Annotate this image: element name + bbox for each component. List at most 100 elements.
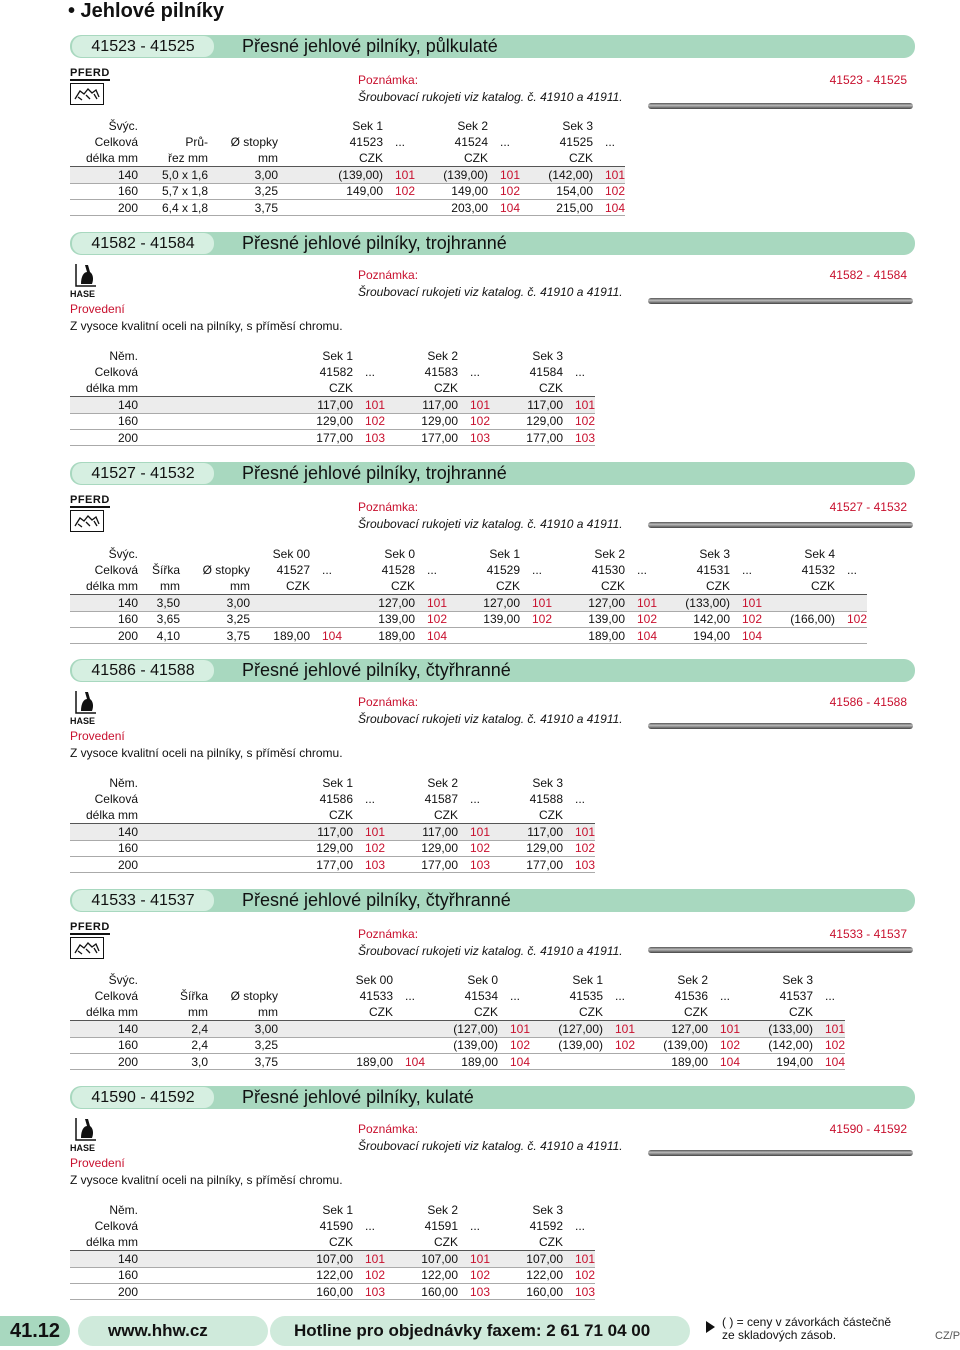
- price-table: Něm. Sek 1 Sek 2 Sek 3 Celková 41590... 41591.…: [70, 1202, 595, 1301]
- table-cell: [447, 627, 522, 645]
- product-section: 41527 - 41532 Přesné jehlové pilníky, tr…: [70, 462, 915, 645]
- header-cell: 41533: [359, 989, 393, 1004]
- price-group-code: 102: [710, 1037, 740, 1054]
- table-cell: 127,00: [552, 594, 627, 612]
- header-cell: CZK: [342, 578, 417, 596]
- header-cell: ...: [847, 563, 858, 578]
- header-cell: [395, 972, 425, 988]
- note-text: Šroubovací rukojeti viz katalog. č. 4191…: [358, 1139, 623, 1153]
- table-cell: 129,00: [140, 413, 355, 430]
- section-title: Přesné jehlové pilníky, čtyřhranné: [242, 660, 511, 680]
- price-group-code: [385, 199, 415, 217]
- pferd-brand-text: PFERD: [70, 67, 110, 81]
- header-cell: [522, 546, 552, 562]
- header-cell: Celková: [94, 563, 138, 578]
- header-cell: [385, 150, 415, 168]
- header-cell: ...: [742, 563, 753, 578]
- header-cell: Sek 3: [532, 349, 563, 364]
- header-cell: [710, 1004, 740, 1022]
- table-cell: 4,10: [140, 627, 182, 645]
- header-cell: [182, 546, 252, 562]
- needle-file-image: [648, 298, 913, 304]
- price-group-code: 102: [595, 183, 625, 200]
- website-link[interactable]: www.hhw.cz: [78, 1316, 268, 1346]
- table-cell: [252, 611, 312, 628]
- table-cell: 117,00: [490, 823, 565, 841]
- header-cell: 41535: [569, 989, 603, 1004]
- header-cell: délka mm: [70, 807, 140, 825]
- header-cell: 41532: [801, 563, 835, 578]
- price-group-code: [605, 1053, 635, 1071]
- price-group-code: 101: [460, 1250, 490, 1268]
- header-cell: CZK: [447, 578, 522, 596]
- header-cell: [210, 118, 280, 134]
- header-cell: ...: [365, 1219, 376, 1234]
- table-cell: 189,00: [320, 1053, 395, 1071]
- header-cell: Něm.: [109, 1203, 138, 1218]
- table-cell: 122,00: [490, 1267, 565, 1284]
- note-text: Šroubovací rukojeti viz katalog. č. 4191…: [358, 285, 623, 299]
- table-cell: 117,00: [140, 823, 355, 841]
- table-header-row: Celková 41590... 41591... 41592...: [70, 1218, 595, 1234]
- provedeni-label: Provedení: [70, 302, 125, 316]
- table-header-row: Celková Šířka Ø stopky 41533... 41534... 4153…: [70, 988, 845, 1004]
- table-cell: [762, 594, 837, 612]
- table-row: 200 160,00 103 160,00 103 160,00 103: [70, 1283, 595, 1301]
- table-cell: 140: [70, 594, 140, 612]
- header-cell: Sek 3: [562, 119, 593, 134]
- table-header-row: Něm. Sek 1 Sek 2 Sek 3: [70, 348, 595, 364]
- table-header-row: délka mm CZK CZK CZK: [70, 807, 595, 825]
- header-cell: Celková: [94, 989, 138, 1004]
- price-group-code: 101: [417, 594, 447, 612]
- header-cell: CZK: [740, 1004, 815, 1022]
- section-range: 41582 - 41584: [829, 268, 907, 282]
- price-group-code: 103: [460, 856, 490, 874]
- hase-logo: HASE: [70, 1116, 98, 1153]
- header-cell: CZK: [140, 380, 355, 398]
- price-note-line2: ze skladových zásob.: [722, 1328, 837, 1342]
- table-cell: 129,00: [385, 840, 460, 857]
- note-text: Šroubovací rukojeti viz katalog. č. 4191…: [358, 712, 623, 726]
- header-cell: Ø stopky: [202, 563, 250, 578]
- header-cell: Sek 2: [594, 547, 625, 562]
- table-row: 160 5,7 x 1,8 3,25 149,00 102 149,00 102 154,00…: [70, 183, 625, 200]
- table-cell: 127,00: [447, 594, 522, 612]
- header-cell: CZK: [552, 578, 627, 596]
- table-header-row: délka mm mm mm CZK CZK CZK CZK CZK: [70, 1004, 845, 1022]
- header-cell: ...: [510, 989, 521, 1004]
- header-cell: 41530: [591, 563, 625, 578]
- price-group-code: 103: [355, 429, 385, 447]
- header-cell: Sek 3: [532, 1203, 563, 1218]
- header-cell: mm: [210, 150, 280, 168]
- hase-logo: HASE: [70, 262, 98, 299]
- header-cell: Celková: [94, 365, 138, 380]
- table-cell: (142,00): [520, 166, 595, 184]
- header-cell: [140, 118, 210, 134]
- table-cell: 189,00: [252, 627, 312, 645]
- header-cell: [210, 972, 280, 988]
- header-cell: Švýc.: [108, 119, 138, 134]
- table-cell: 160,00: [140, 1283, 355, 1301]
- header-cell: [355, 348, 385, 364]
- page-number: 41.12: [0, 1316, 70, 1346]
- header-cell: délka mm: [70, 150, 140, 168]
- section-code: 41527 - 41532: [72, 463, 214, 484]
- table-cell: 200: [70, 429, 140, 447]
- header-cell: [490, 118, 520, 134]
- table-row: 140 3,50 3,00 127,00 101 127,00 101 127,00 101 (1…: [70, 594, 867, 612]
- header-cell: Sek 2: [427, 1203, 458, 1218]
- section-code: 41523 - 41525: [72, 36, 214, 57]
- header-cell: [460, 1202, 490, 1218]
- hase-brand-text: HASE: [70, 1143, 96, 1153]
- header-cell: [460, 807, 490, 825]
- header-cell: [280, 972, 320, 988]
- header-cell: Něm.: [109, 776, 138, 791]
- section-header: 41533 - 41537 Přesné jehlové pilníky, čt…: [70, 889, 915, 912]
- table-cell: 203,00: [415, 199, 490, 217]
- table-cell: 200: [70, 856, 140, 874]
- header-cell: Šířka: [179, 989, 208, 1004]
- price-group-code: 102: [355, 1267, 385, 1284]
- table-header-row: Švýc. Sek 1 Sek 2 Sek 3: [70, 118, 625, 134]
- note-text: Šroubovací rukojeti viz katalog. č. 4191…: [358, 517, 623, 531]
- table-cell: (127,00): [530, 1020, 605, 1038]
